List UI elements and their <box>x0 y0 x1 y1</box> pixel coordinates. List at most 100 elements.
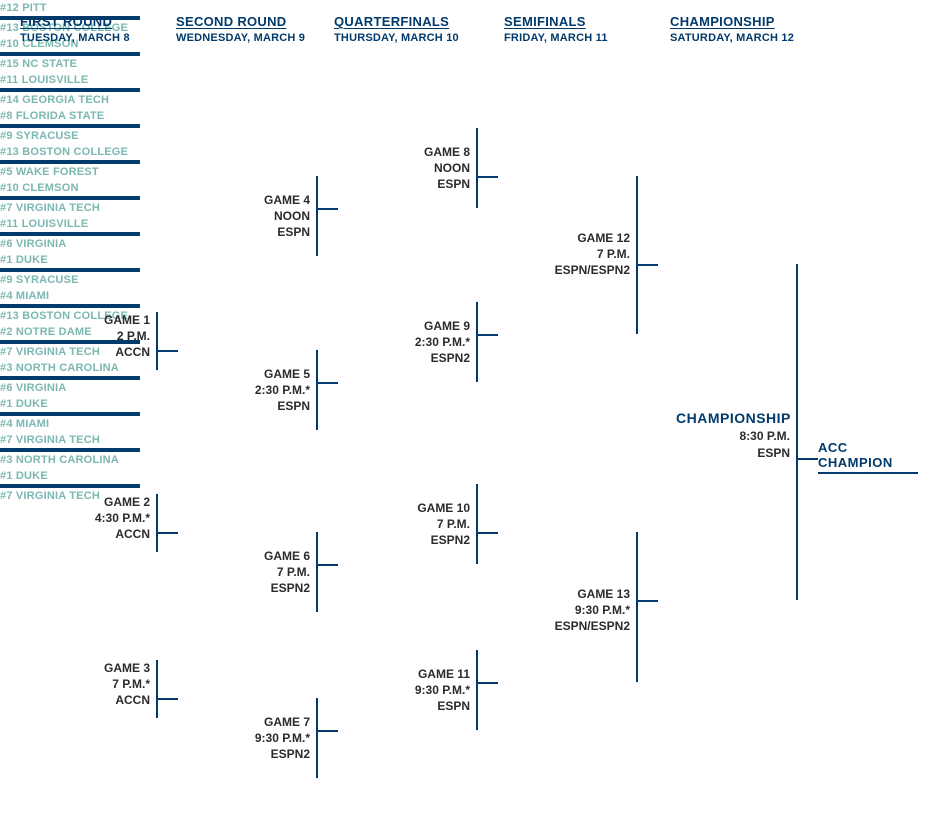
game-time: 7 P.M. <box>178 564 310 580</box>
game-info: GAME 92:30 P.M.*ESPN2 <box>338 318 470 367</box>
game-info: GAME 67 P.M.ESPN2 <box>178 548 310 597</box>
round-date: Thursday, March 10 <box>334 32 459 44</box>
bracket-line <box>318 382 338 384</box>
game-time: 4:30 P.M.* <box>18 510 150 526</box>
bracket-line <box>158 350 178 352</box>
game-time: 7 P.M.* <box>18 676 150 692</box>
seed-slot: #9 Syracuse <box>0 126 140 144</box>
bracket-line <box>318 730 338 732</box>
game-network: ACCN <box>18 344 150 360</box>
championship-label: CHAMPIONSHIP <box>676 410 791 426</box>
game-network: ESPN/ESPN2 <box>498 262 630 278</box>
game-network: ESPN/ESPN2 <box>498 618 630 634</box>
game-time: 7 P.M. <box>338 516 470 532</box>
round-header: Second RoundWednesday, March 9 <box>176 14 305 44</box>
game-network: ESPN <box>178 224 310 240</box>
game-time: 2 P.M. <box>18 328 150 344</box>
game-time: NOON <box>338 160 470 176</box>
game-network: ACCN <box>18 526 150 542</box>
game-number: GAME 10 <box>338 500 470 516</box>
game-number: GAME 5 <box>178 366 310 382</box>
game-number: GAME 8 <box>338 144 470 160</box>
round-date: Saturday, March 12 <box>670 32 794 44</box>
seed-slot: #7 Virginia Tech <box>0 198 140 216</box>
round-header: First Round Tuesday, March 8 <box>20 14 130 44</box>
seed-slot: #4 Miami <box>0 288 140 306</box>
bracket-line <box>478 682 498 684</box>
round-title: Second Round <box>176 14 305 29</box>
game-network: ESPN2 <box>338 532 470 548</box>
seed-slot: #1 Duke <box>0 468 140 486</box>
seed-slot: #5 Wake Forest <box>0 162 140 180</box>
game-network: ACCN <box>18 692 150 708</box>
round-header: ChampionshipSaturday, March 12 <box>670 14 794 44</box>
seed-slot: #1 Duke <box>0 252 140 270</box>
championship-info: 8:30 P.M.ESPN <box>658 428 790 462</box>
game-number: GAME 4 <box>178 192 310 208</box>
game-info: GAME 52:30 P.M.*ESPN <box>178 366 310 415</box>
game-number: GAME 11 <box>338 666 470 682</box>
game-network: ESPN <box>178 398 310 414</box>
game-time: 9:30 P.M.* <box>498 602 630 618</box>
bracket-line <box>478 334 498 336</box>
round-title: Semifinals <box>504 14 608 29</box>
bracket-line <box>638 600 658 602</box>
championship-network: ESPN <box>658 445 790 462</box>
bracket-line <box>478 176 498 178</box>
seed-slot: #4 Miami <box>0 414 140 432</box>
bracket-line <box>638 264 658 266</box>
game-time: 9:30 P.M.* <box>338 682 470 698</box>
seed-slot: #11 Louisville <box>0 216 140 234</box>
seed-slot: #13 Boston College <box>0 144 140 162</box>
game-network: ESPN2 <box>338 350 470 366</box>
game-time: 7 P.M. <box>498 246 630 262</box>
champion-label: ACC CHAMPION <box>818 440 918 474</box>
bracket-line <box>158 698 178 700</box>
game-time: 2:30 P.M.* <box>338 334 470 350</box>
game-number: GAME 7 <box>178 714 310 730</box>
game-info: GAME 24:30 P.M.*ACCN <box>18 494 150 543</box>
game-info: GAME 79:30 P.M.*ESPN2 <box>178 714 310 763</box>
bracket-line <box>318 208 338 210</box>
game-network: ESPN <box>338 176 470 192</box>
game-info: GAME 127 P.M.ESPN/ESPN2 <box>498 230 630 279</box>
seed-slot: #15 NC State <box>0 54 140 72</box>
game-info: GAME 12 P.M.ACCN <box>18 312 150 361</box>
round-date: Friday, March 11 <box>504 32 608 44</box>
game-number: GAME 12 <box>498 230 630 246</box>
game-number: GAME 13 <box>498 586 630 602</box>
game-network: ESPN2 <box>178 580 310 596</box>
seed-slot: #1 Duke <box>0 396 140 414</box>
seed-slot: #11 Louisville <box>0 72 140 90</box>
bracket-line <box>318 564 338 566</box>
championship-time: 8:30 P.M. <box>658 428 790 445</box>
round-title: Quarterfinals <box>334 14 459 29</box>
game-time: 2:30 P.M.* <box>178 382 310 398</box>
game-info: GAME 139:30 P.M.*ESPN/ESPN2 <box>498 586 630 635</box>
seed-slot: #10 Clemson <box>0 180 140 198</box>
game-time: 9:30 P.M.* <box>178 730 310 746</box>
game-number: GAME 2 <box>18 494 150 510</box>
game-number: GAME 6 <box>178 548 310 564</box>
round-header: Quarterfinals Thursday, March 10 <box>334 14 459 44</box>
game-info: GAME 4NOONESPN <box>178 192 310 241</box>
seed-slot: #9 Syracuse <box>0 270 140 288</box>
game-number: GAME 1 <box>18 312 150 328</box>
game-time: NOON <box>178 208 310 224</box>
seed-slot: #7 Virginia Tech <box>0 432 140 450</box>
game-info: GAME 37 P.M.*ACCN <box>18 660 150 709</box>
game-info: GAME 119:30 P.M.*ESPN <box>338 666 470 715</box>
seed-slot: #14 Georgia Tech <box>0 90 140 108</box>
seed-slot: #8 Florida State <box>0 108 140 126</box>
round-header: Semifinals Friday, March 11 <box>504 14 608 44</box>
seed-slot: #6 Virginia <box>0 378 140 396</box>
game-info: GAME 107 P.M.ESPN2 <box>338 500 470 549</box>
bracket-line <box>158 532 178 534</box>
round-title: First Round <box>20 14 130 29</box>
game-network: ESPN <box>338 698 470 714</box>
seed-slot: #3 North Carolina <box>0 450 140 468</box>
bracket-line <box>478 532 498 534</box>
game-network: ESPN2 <box>178 746 310 762</box>
game-info: GAME 8NOONESPN <box>338 144 470 193</box>
round-date: Tuesday, March 8 <box>20 32 130 44</box>
